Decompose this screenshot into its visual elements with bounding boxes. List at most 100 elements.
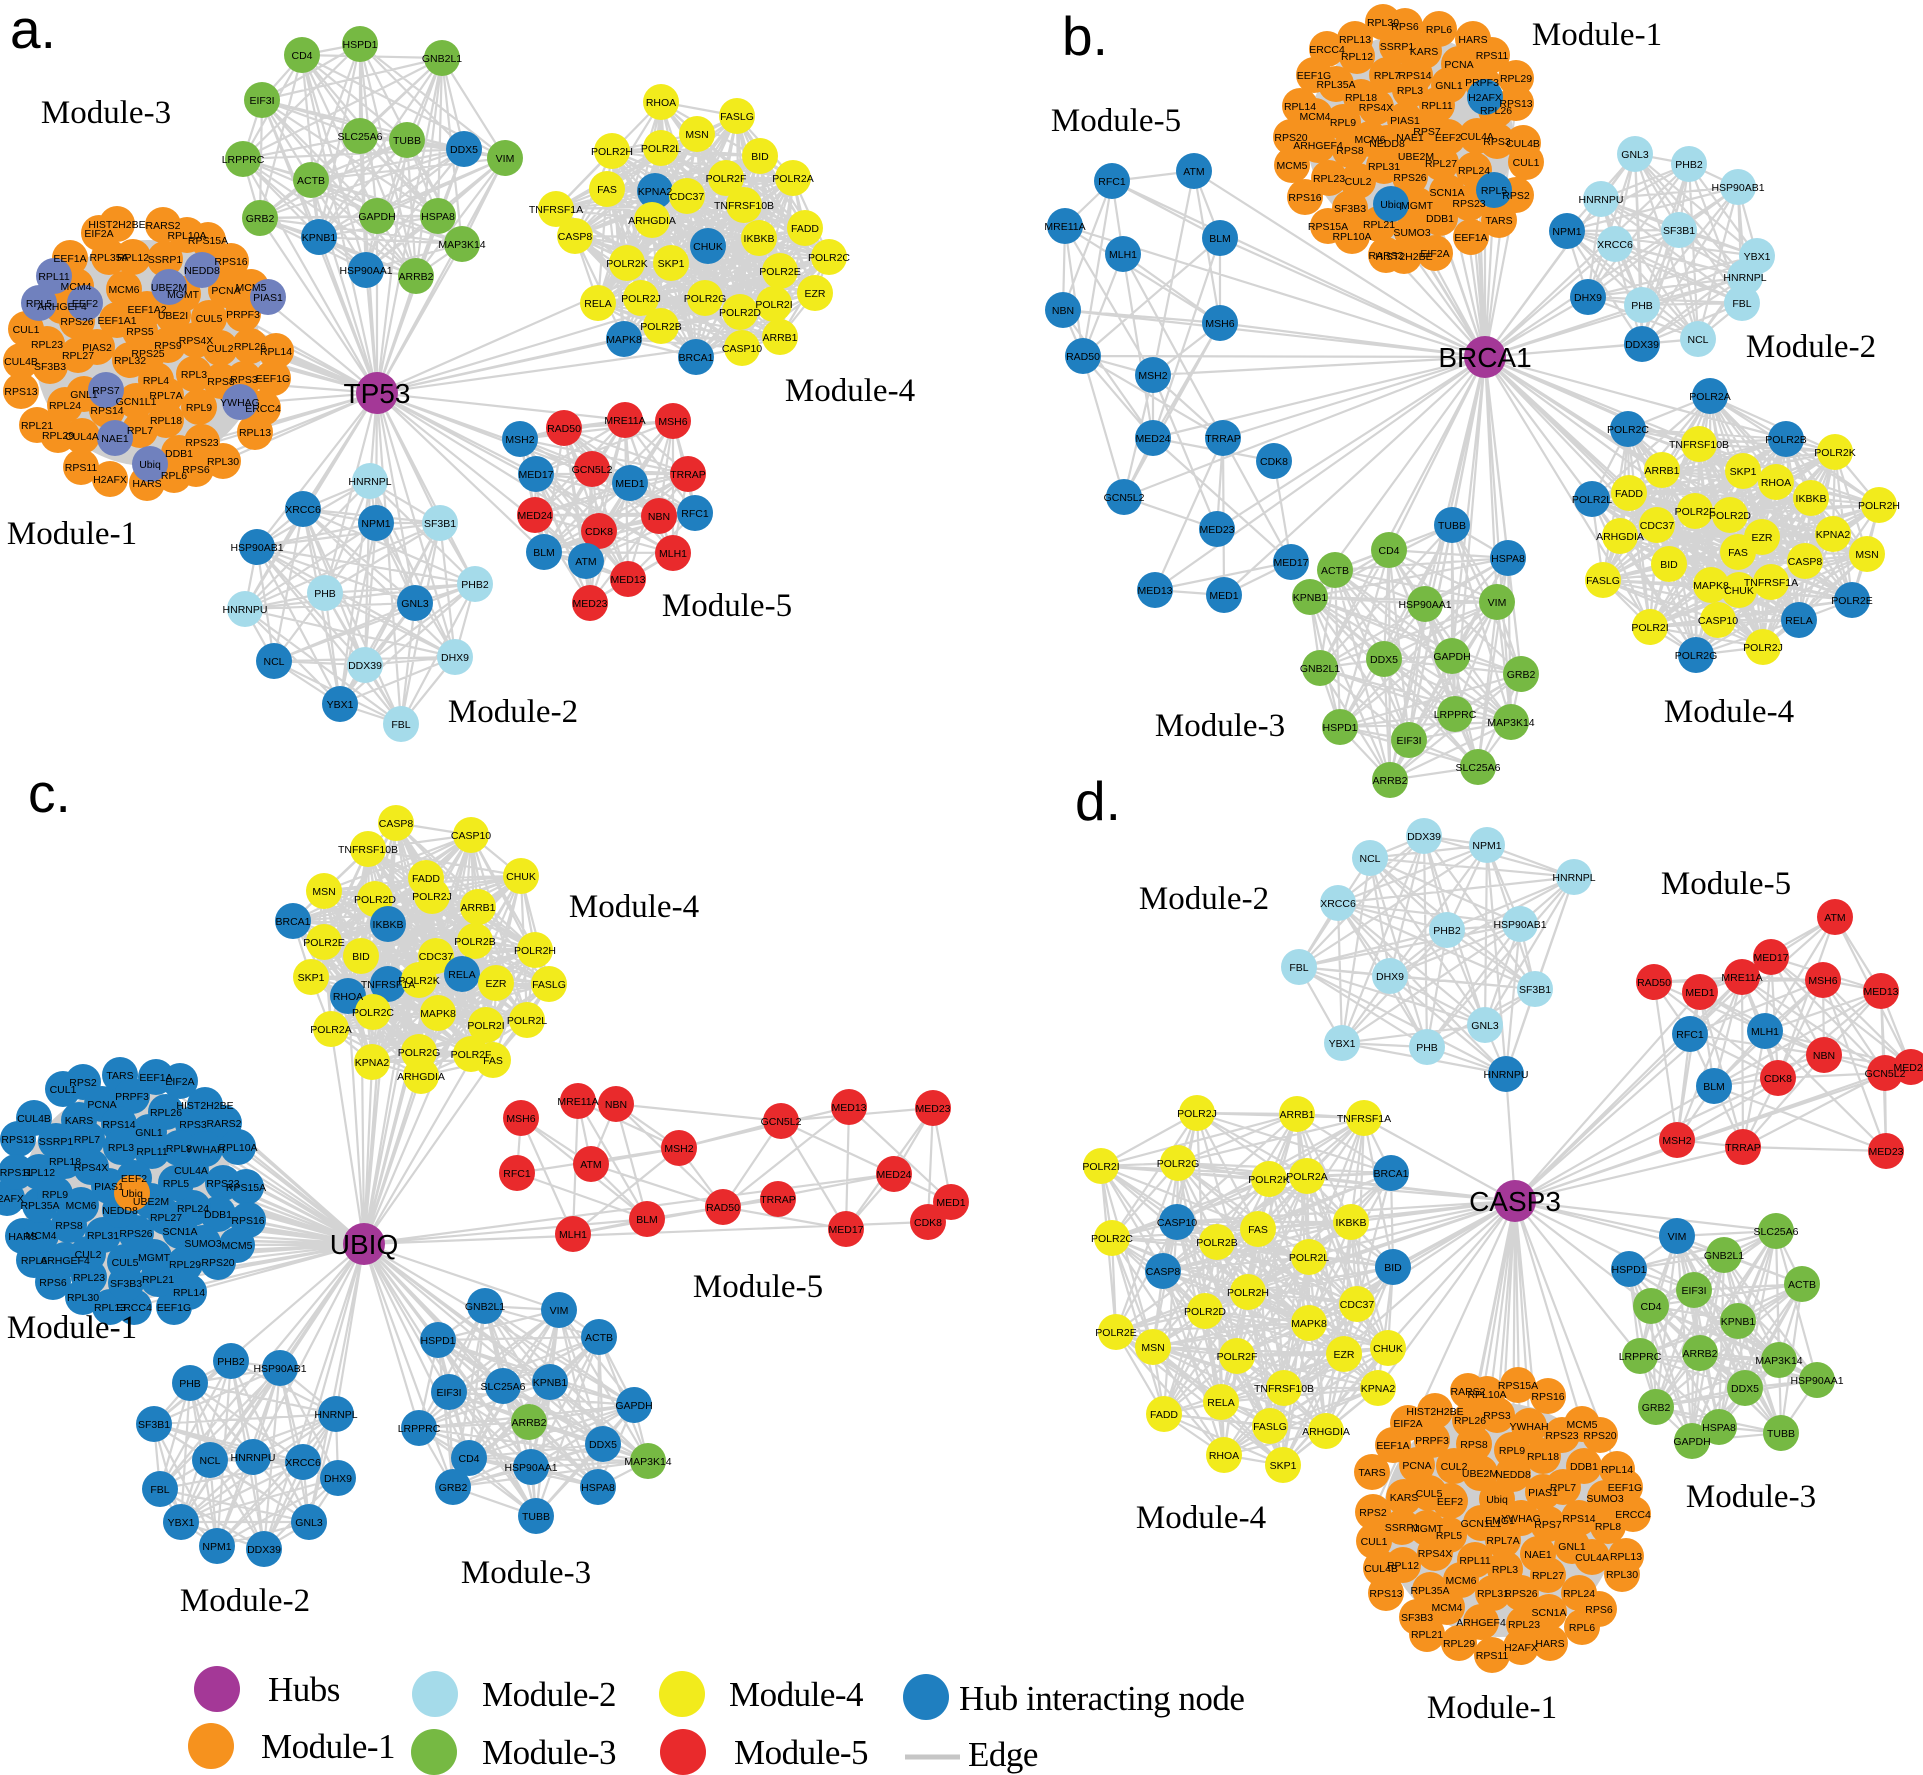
svg-text:PIAS1: PIAS1 (1390, 115, 1420, 127)
svg-text:MED24: MED24 (876, 1169, 911, 1181)
svg-text:MCM6: MCM6 (109, 284, 140, 296)
svg-text:MED1: MED1 (1209, 590, 1238, 602)
svg-text:SUMO3: SUMO3 (184, 1238, 222, 1250)
svg-text:NAE1: NAE1 (101, 433, 129, 445)
svg-text:IKBKB: IKBKB (1336, 1217, 1367, 1229)
svg-text:CDC37: CDC37 (670, 191, 705, 203)
svg-text:CUL4A: CUL4A (1460, 131, 1494, 143)
svg-text:RPL31: RPL31 (1368, 161, 1400, 173)
svg-text:DDX39: DDX39 (247, 1544, 281, 1556)
svg-text:POLR2B: POLR2B (454, 936, 495, 948)
svg-text:POLR2F: POLR2F (1217, 1351, 1258, 1363)
svg-text:KARS: KARS (65, 1115, 94, 1127)
svg-text:RPL26: RPL26 (1454, 1415, 1486, 1427)
svg-text:MAP3K14: MAP3K14 (1755, 1355, 1802, 1367)
svg-text:ACTB: ACTB (297, 175, 325, 187)
svg-text:RELA: RELA (1785, 615, 1812, 627)
svg-text:MAPK8: MAPK8 (606, 334, 642, 346)
svg-text:CASP8: CASP8 (379, 818, 414, 830)
svg-text:NEDD8: NEDD8 (102, 1205, 138, 1217)
svg-text:RPL29: RPL29 (42, 430, 74, 442)
svg-text:ARHGDIA: ARHGDIA (397, 1071, 445, 1083)
svg-text:CUL1: CUL1 (1361, 1536, 1388, 1548)
svg-text:MRE11A: MRE11A (557, 1096, 598, 1108)
svg-text:KARS: KARS (1390, 1492, 1419, 1504)
svg-text:CDK8: CDK8 (1764, 1073, 1792, 1085)
svg-text:MED13: MED13 (831, 1102, 866, 1114)
svg-text:RPS2: RPS2 (1359, 1507, 1387, 1519)
svg-text:POLR2B: POLR2B (1765, 434, 1806, 446)
svg-text:SSRP1: SSRP1 (39, 1136, 74, 1148)
svg-text:FASLG: FASLG (532, 979, 566, 991)
svg-text:DDX5: DDX5 (450, 144, 478, 156)
svg-text:EEF1A: EEF1A (139, 1072, 172, 1084)
svg-text:CUL4B: CUL4B (1506, 138, 1540, 150)
svg-text:CUL2: CUL2 (207, 343, 234, 355)
svg-text:MED1: MED1 (615, 478, 644, 490)
svg-text:RAD50: RAD50 (1637, 977, 1671, 989)
svg-text:RPL7: RPL7 (127, 425, 153, 437)
svg-text:H2AFX: H2AFX (1468, 92, 1502, 104)
svg-text:CUL4B: CUL4B (4, 356, 38, 368)
svg-text:EIF2A: EIF2A (1420, 248, 1449, 260)
svg-text:NCL: NCL (1359, 853, 1380, 865)
svg-text:Module-2: Module-2 (1746, 329, 1876, 365)
svg-text:MED17: MED17 (1273, 557, 1308, 569)
svg-text:DDB1: DDB1 (1570, 1461, 1598, 1473)
svg-text:NCL: NCL (1687, 334, 1708, 346)
svg-text:BID: BID (1660, 559, 1678, 571)
svg-text:RPL11: RPL11 (136, 1146, 167, 1158)
svg-text:Module-2: Module-2 (180, 1583, 310, 1619)
svg-text:RPL27: RPL27 (1425, 158, 1457, 170)
svg-text:RAD50: RAD50 (1066, 351, 1100, 363)
svg-text:EEF1A: EEF1A (1454, 232, 1487, 244)
svg-text:GNL1: GNL1 (1558, 1541, 1586, 1553)
svg-text:Edge: Edge (968, 1735, 1038, 1774)
svg-text:MED23: MED23 (1868, 1146, 1903, 1158)
svg-text:UBE2M: UBE2M (1398, 151, 1434, 163)
svg-text:POLR2F: POLR2F (1675, 506, 1716, 518)
svg-text:GNL3: GNL3 (1621, 149, 1649, 161)
svg-text:IKBKB: IKBKB (1796, 493, 1827, 505)
svg-text:RPS13: RPS13 (1, 1134, 34, 1146)
svg-text:VIM: VIM (1488, 597, 1507, 609)
svg-text:SLC25A6: SLC25A6 (1456, 762, 1501, 774)
svg-text:MCM4: MCM4 (26, 1230, 57, 1242)
svg-text:RHOA: RHOA (1209, 1450, 1239, 1462)
svg-text:RPL18: RPL18 (49, 1156, 81, 1168)
svg-text:EIF3I: EIF3I (1681, 1285, 1706, 1297)
svg-text:POLR2J: POLR2J (1743, 642, 1783, 654)
svg-text:BID: BID (1384, 1262, 1402, 1274)
svg-text:RPL29: RPL29 (169, 1259, 201, 1271)
svg-text:RPS23: RPS23 (1452, 198, 1485, 210)
svg-text:CDK8: CDK8 (1260, 456, 1288, 468)
svg-text:RPL24: RPL24 (1458, 165, 1490, 177)
svg-text:HARS: HARS (1535, 1638, 1564, 1650)
svg-text:FADD: FADD (791, 223, 819, 235)
svg-text:RPL4: RPL4 (143, 375, 169, 387)
svg-text:SCN1A: SCN1A (162, 1226, 197, 1238)
svg-text:b.: b. (1062, 5, 1108, 67)
svg-text:CASP3: CASP3 (1469, 1186, 1561, 1217)
svg-text:Module-5: Module-5 (693, 1269, 823, 1305)
svg-text:ARRB1: ARRB1 (762, 332, 797, 344)
svg-text:POLR2L: POLR2L (1289, 1252, 1329, 1264)
svg-text:RPS11: RPS11 (0, 1167, 32, 1179)
svg-text:EEF1G: EEF1G (256, 373, 290, 385)
svg-text:DDX39: DDX39 (1407, 831, 1441, 843)
svg-text:RPS2: RPS2 (1502, 190, 1530, 202)
svg-text:SF3B3: SF3B3 (110, 1278, 142, 1290)
svg-text:DHX9: DHX9 (1574, 292, 1602, 304)
svg-text:RPL26: RPL26 (1480, 105, 1512, 117)
svg-text:RARS2: RARS2 (1368, 250, 1403, 262)
svg-text:SF3B1: SF3B1 (138, 1419, 170, 1431)
svg-text:RPL5: RPL5 (1481, 185, 1507, 197)
svg-text:CUL5: CUL5 (196, 313, 223, 325)
svg-text:MAP3K14: MAP3K14 (438, 239, 485, 251)
svg-text:MCM4: MCM4 (1300, 111, 1331, 123)
svg-text:CASP8: CASP8 (1146, 1266, 1181, 1278)
svg-text:MED24: MED24 (1893, 1062, 1923, 1074)
svg-text:RPL12: RPL12 (23, 1167, 55, 1179)
svg-text:EIF2A: EIF2A (165, 1076, 194, 1088)
svg-text:MED17: MED17 (1753, 952, 1788, 964)
